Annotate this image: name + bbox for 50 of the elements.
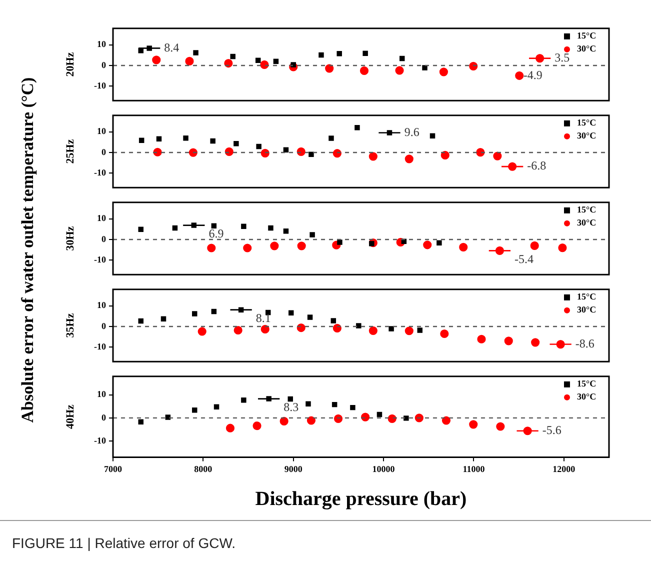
legend-label: 15°C (577, 378, 596, 389)
y-tick-label: 10 (97, 300, 106, 310)
y-tick-label: 10 (97, 39, 106, 50)
y-axis-title: 25Hz (64, 139, 76, 164)
x-tick-label: 11000 (462, 464, 486, 474)
text: Absolute error of water outlet temperature (°C) (18, 77, 38, 423)
x-tick-label: 9000 (284, 464, 303, 474)
y-tick-label: -10 (94, 435, 106, 446)
caption: FIGURE 11 | Relative error of GCW. (12, 535, 236, 551)
y-axis-title: 20Hz (64, 52, 76, 77)
legend-label: 15°C (577, 30, 596, 41)
y-tick-label: 10 (97, 389, 106, 400)
data-label: -5.6 (542, 423, 562, 438)
y-tick-label: -10 (94, 341, 106, 352)
data-label: -4.9 (523, 68, 542, 82)
y-tick-label: -10 (94, 254, 106, 264)
legend-label: 30°C (577, 392, 596, 402)
y-axis-title: 30Hz (64, 226, 76, 251)
y-axis-title: 40Hz (64, 404, 76, 430)
y-tick-label: 10 (97, 213, 106, 224)
y-tick-label: 0 (102, 412, 106, 422)
x-tick-label: 8000 (194, 464, 213, 474)
data-label: 8.1 (256, 310, 271, 325)
legend-label: 30°C (577, 218, 596, 228)
legend-label: 15°C (577, 292, 596, 302)
x-axis-title: Discharge pressure (bar) (255, 488, 467, 510)
data-label: 6.9 (208, 226, 224, 240)
y-tick-label: 10 (97, 126, 106, 136)
y-tick-label: -10 (94, 80, 106, 90)
legend-label: 15°C (577, 118, 596, 128)
y-tick-label: 0 (102, 234, 106, 244)
legend-label: 30°C (577, 44, 596, 54)
x-tick-label: 12000 (552, 464, 576, 474)
legend-label: 15°C (577, 204, 596, 215)
legend-label: 30°C (577, 130, 596, 141)
y-tick-label: 0 (102, 320, 106, 331)
data-label: 8.4 (164, 40, 180, 54)
data-label: 3.5 (554, 50, 570, 64)
y-tick-label: 0 (102, 60, 106, 70)
y-tick-label: -10 (94, 167, 106, 178)
y-tick-label: 0 (102, 146, 106, 157)
data-label: -5.4 (514, 252, 534, 266)
data-label: -8.6 (575, 336, 594, 350)
legend-label: 30°C (577, 304, 596, 315)
data-label: -6.8 (527, 158, 546, 173)
data-label: 8.3 (284, 400, 299, 414)
x-tick-label: 7000 (104, 464, 122, 474)
y-axis-title: 35Hz (64, 313, 76, 338)
x-tick-label: 10000 (372, 464, 396, 474)
data-label: 9.6 (404, 124, 420, 139)
